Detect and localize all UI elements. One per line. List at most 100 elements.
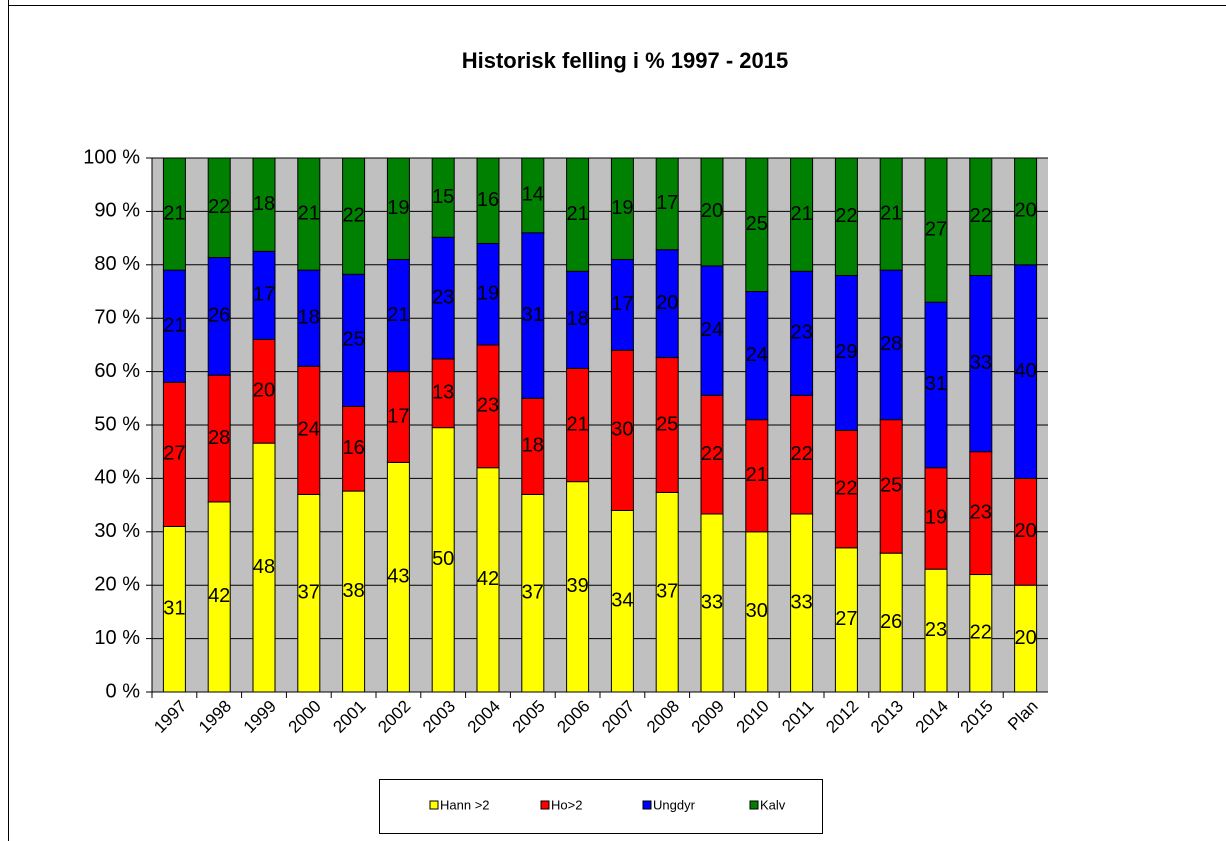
bar-segment: [297, 157, 321, 271]
legend: [379, 779, 823, 834]
x-tick-label: 2012: [822, 697, 862, 737]
data-label: 21: [880, 202, 902, 224]
bar-segment: [476, 157, 500, 244]
y-tick-label: 60 %: [94, 360, 140, 382]
x-tick-label: 2008: [643, 697, 683, 737]
data-label: 19: [477, 282, 499, 304]
data-label: 21: [566, 413, 588, 435]
data-label: 19: [387, 197, 409, 219]
y-tick-label: 70 %: [94, 306, 140, 328]
bar-segment: [745, 157, 769, 292]
x-tick-label: 2003: [419, 697, 459, 737]
data-label: 30: [746, 600, 768, 622]
bar-segment: [655, 157, 679, 251]
bar-segment: [566, 157, 590, 272]
data-label: 21: [790, 203, 812, 225]
y-tick-label: 80 %: [94, 253, 140, 275]
data-label: 28: [880, 333, 902, 355]
bar-segment: [700, 157, 724, 267]
data-label: 23: [432, 286, 454, 308]
data-label: 17: [387, 405, 409, 427]
data-label: 18: [522, 435, 544, 457]
x-tick-label: 2015: [957, 697, 997, 737]
bar-segment: [386, 157, 410, 260]
data-label: 33: [701, 591, 723, 613]
x-tick-label: 2009: [688, 697, 728, 737]
x-tick-label: 2004: [464, 697, 504, 737]
data-label: 22: [342, 204, 364, 226]
data-label: 24: [701, 319, 723, 341]
data-label: 20: [253, 380, 275, 402]
data-label: 24: [298, 419, 320, 441]
data-label: 42: [208, 585, 230, 607]
bar-segment: [252, 157, 276, 252]
data-label: 20: [701, 200, 723, 222]
x-tick-label: 2013: [867, 697, 907, 737]
data-label: 31: [925, 373, 947, 395]
x-tick-label: 2005: [509, 697, 549, 737]
data-label: 13: [432, 382, 454, 404]
data-label: 50: [432, 548, 454, 570]
data-label: 16: [342, 437, 364, 459]
x-tick-label: 1998: [195, 697, 235, 737]
data-label: 14: [522, 184, 544, 206]
data-label: 21: [163, 314, 185, 336]
data-label: 33: [970, 352, 992, 374]
data-label: 26: [208, 305, 230, 327]
data-label: 37: [298, 581, 320, 603]
data-label: 20: [656, 292, 678, 314]
legend-swatch: [642, 800, 652, 810]
data-label: 37: [522, 581, 544, 603]
data-label: 28: [208, 427, 230, 449]
chart-title: Historisk felling i % 1997 - 2015: [462, 48, 788, 73]
y-tick-label: 90 %: [94, 200, 140, 222]
data-label: 31: [163, 598, 185, 620]
data-label: 17: [253, 284, 275, 306]
data-label: 29: [835, 341, 857, 363]
data-label: 23: [970, 501, 992, 523]
y-tick-label: 100 %: [83, 146, 140, 168]
data-label: 43: [387, 565, 409, 587]
y-tick-label: 50 %: [94, 413, 140, 435]
data-label: 20: [1014, 520, 1036, 542]
legend-label: Ungdyr: [653, 797, 696, 812]
legend-swatch: [429, 800, 439, 810]
bar-segment: [1014, 157, 1038, 266]
data-label: 33: [790, 591, 812, 613]
data-label: 34: [611, 590, 633, 612]
x-tick-label: Plan: [1004, 697, 1041, 734]
x-tick-label: 2010: [733, 697, 773, 737]
data-label: 21: [298, 202, 320, 224]
data-label: 30: [611, 419, 633, 441]
legend-swatch: [749, 800, 759, 810]
bar-segment: [790, 157, 814, 272]
y-tick-label: 20 %: [94, 573, 140, 595]
data-label: 17: [611, 293, 633, 315]
data-label: 48: [253, 556, 275, 578]
data-label: 25: [746, 213, 768, 235]
bar-segment: [162, 157, 186, 271]
bar-segment: [431, 157, 455, 238]
data-label: 15: [432, 186, 454, 208]
data-label: 23: [477, 395, 499, 417]
x-tick-label: 2002: [374, 697, 414, 737]
x-tick-label: 1999: [240, 697, 280, 737]
data-label: 37: [656, 580, 678, 602]
x-tick-label: 2001: [329, 697, 369, 737]
x-tick-label: 2007: [598, 697, 638, 737]
data-label: 23: [790, 322, 812, 344]
bar-segment: [521, 157, 545, 234]
data-label: 22: [790, 443, 812, 465]
y-tick-label: 0 %: [106, 680, 141, 702]
data-label: 20: [1014, 200, 1036, 222]
x-tick-label: 2014: [912, 697, 952, 737]
data-label: 21: [566, 203, 588, 225]
data-label: 24: [746, 344, 768, 366]
legend-swatch: [540, 800, 550, 810]
data-label: 40: [1014, 360, 1036, 382]
bar-segment: [207, 157, 231, 259]
data-label: 38: [342, 580, 364, 602]
data-label: 27: [835, 608, 857, 630]
data-label: 25: [880, 475, 902, 497]
